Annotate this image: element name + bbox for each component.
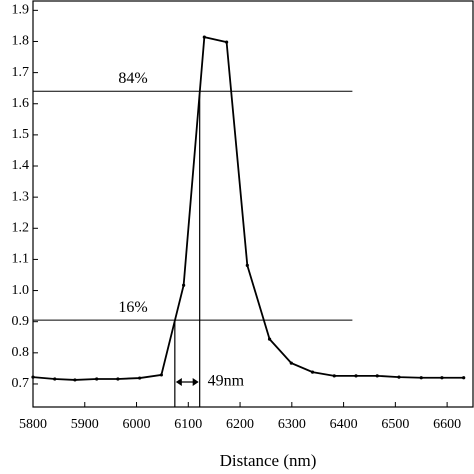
x-tick-label: 5800 (19, 417, 47, 432)
data-point (310, 370, 315, 374)
data-point (245, 263, 249, 267)
data-point (440, 376, 444, 380)
x-axis-title: Distance (nm) (220, 451, 317, 470)
data-line (32, 36, 464, 381)
x-tick-label: 6500 (381, 417, 409, 432)
y-tick-label: 1.4 (12, 158, 30, 173)
data-point (267, 337, 272, 341)
data-point (462, 376, 466, 380)
y-tick-label: 1.2 (12, 221, 30, 236)
y-tick-label: 1.3 (12, 189, 30, 204)
y-tick-label: 0.7 (12, 376, 30, 391)
arrow-head (175, 378, 199, 386)
y-tick-label: 1.5 (12, 127, 30, 142)
reference-label: 84% (118, 70, 147, 87)
y-tick-label: 0.8 (12, 345, 30, 360)
y-tick-label: 1.0 (12, 283, 30, 298)
y-tick-label: 1.1 (12, 252, 30, 267)
data-point (116, 377, 120, 381)
data-point (419, 376, 423, 380)
data-point (354, 374, 358, 378)
data-point (397, 375, 401, 379)
data-point (182, 283, 186, 287)
data-point (31, 375, 35, 379)
data-point (73, 378, 77, 382)
y-tick-label: 0.9 (12, 314, 30, 329)
data-point (202, 35, 206, 39)
reference-label: 16% (118, 299, 147, 316)
data-point (159, 373, 163, 377)
y-tick-label: 1.9 (12, 3, 30, 18)
y-tick-label: 1.7 (12, 65, 30, 80)
data-point (225, 40, 229, 44)
data-point (138, 376, 142, 380)
x-tick-label: 6200 (226, 417, 254, 432)
x-tick-label: 5900 (71, 417, 99, 432)
y-tick-label: 1.6 (12, 96, 30, 111)
x-tick-label: 6600 (433, 417, 461, 432)
x-tick-label: 6100 (174, 417, 202, 432)
x-tick-label: 6400 (330, 417, 358, 432)
width-label: 49nm (208, 373, 245, 390)
data-point (289, 361, 293, 365)
x-tick-label: 6300 (278, 417, 306, 432)
y-tick-label: 1.8 (12, 34, 30, 49)
data-point (332, 374, 336, 378)
data-point (375, 374, 379, 378)
plot-frame (32, 0, 474, 408)
data-point (53, 377, 57, 381)
data-point (95, 377, 99, 381)
x-tick-label: 6000 (123, 417, 151, 432)
